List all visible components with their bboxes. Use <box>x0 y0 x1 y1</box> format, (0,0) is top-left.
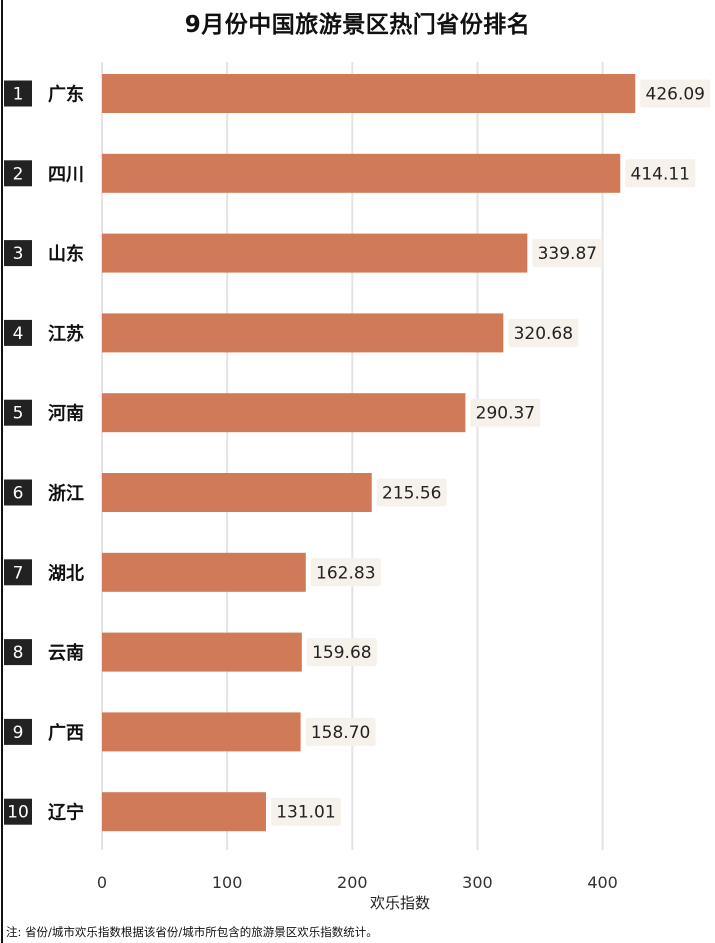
x-tick-label: 400 <box>587 873 618 892</box>
rank-number: 6 <box>13 484 24 504</box>
bar <box>102 74 636 113</box>
rank-badge <box>4 399 32 426</box>
bar <box>102 473 372 512</box>
x-tick-label: 300 <box>462 873 493 892</box>
category-label: 湖北 <box>48 563 84 584</box>
value-label: 290.37 <box>476 404 535 424</box>
bar <box>102 552 306 592</box>
rank-badge <box>4 240 32 267</box>
rank-badge <box>4 798 32 825</box>
bar <box>102 153 621 193</box>
rank-badge <box>4 718 32 745</box>
bar <box>102 313 504 353</box>
rank-badge <box>4 639 32 666</box>
bar <box>102 712 301 752</box>
bar <box>102 393 466 433</box>
x-tick-label: 0 <box>97 873 107 892</box>
rank-badge <box>4 319 32 346</box>
value-label-background <box>306 638 377 667</box>
rank-badge <box>4 559 32 586</box>
bar <box>102 233 528 273</box>
rank-badge <box>4 160 32 187</box>
value-label-background <box>270 797 341 826</box>
rank-number: 3 <box>13 244 24 264</box>
category-label: 广东 <box>48 84 84 106</box>
value-label: 162.83 <box>316 563 375 583</box>
category-label: 云南 <box>48 642 84 664</box>
value-label-background <box>310 558 381 587</box>
category-label: 山东 <box>48 243 84 265</box>
value-label-background <box>376 478 447 507</box>
value-label: 131.01 <box>276 803 335 823</box>
value-label-background <box>532 239 603 268</box>
rank-number: 1 <box>13 85 24 105</box>
rank-badge <box>4 479 32 506</box>
value-label-background <box>470 398 541 427</box>
rank-badge <box>4 80 32 107</box>
category-label: 四川 <box>48 164 84 185</box>
footnote: 注: 省份/城市欢乐指数根据该省份/城市所包含的旅游景区欢乐指数统计。 <box>6 925 378 939</box>
value-label: 159.68 <box>312 643 371 663</box>
value-label-background <box>305 717 376 746</box>
x-axis-title: 欢乐指数 <box>369 894 430 912</box>
value-label: 426.09 <box>646 85 705 105</box>
rank-number: 7 <box>13 563 24 583</box>
rank-number: 2 <box>13 164 24 184</box>
rank-number: 5 <box>13 404 24 424</box>
rank-number: 9 <box>13 723 24 743</box>
category-label: 广西 <box>48 722 84 744</box>
value-label-background <box>625 159 696 188</box>
bar <box>102 632 302 672</box>
value-label-background <box>508 318 579 347</box>
x-tick-label: 200 <box>337 873 368 892</box>
value-label: 320.68 <box>514 324 573 344</box>
value-label: 215.56 <box>382 484 441 504</box>
rank-number: 8 <box>13 643 24 663</box>
value-label: 414.11 <box>631 164 690 184</box>
category-label: 辽宁 <box>48 802 84 824</box>
category-label: 江苏 <box>48 323 84 345</box>
rank-number: 10 <box>7 803 29 823</box>
value-label: 158.70 <box>311 723 370 743</box>
value-label: 339.87 <box>538 244 597 264</box>
value-label-background <box>640 79 711 108</box>
bar <box>102 792 266 832</box>
chart-title: 9月份中国旅游景区热门省份排名 <box>184 12 531 38</box>
rank-number: 4 <box>13 324 24 344</box>
x-tick-label: 100 <box>212 873 243 892</box>
category-label: 河南 <box>48 403 84 425</box>
category-label: 浙江 <box>48 483 84 505</box>
